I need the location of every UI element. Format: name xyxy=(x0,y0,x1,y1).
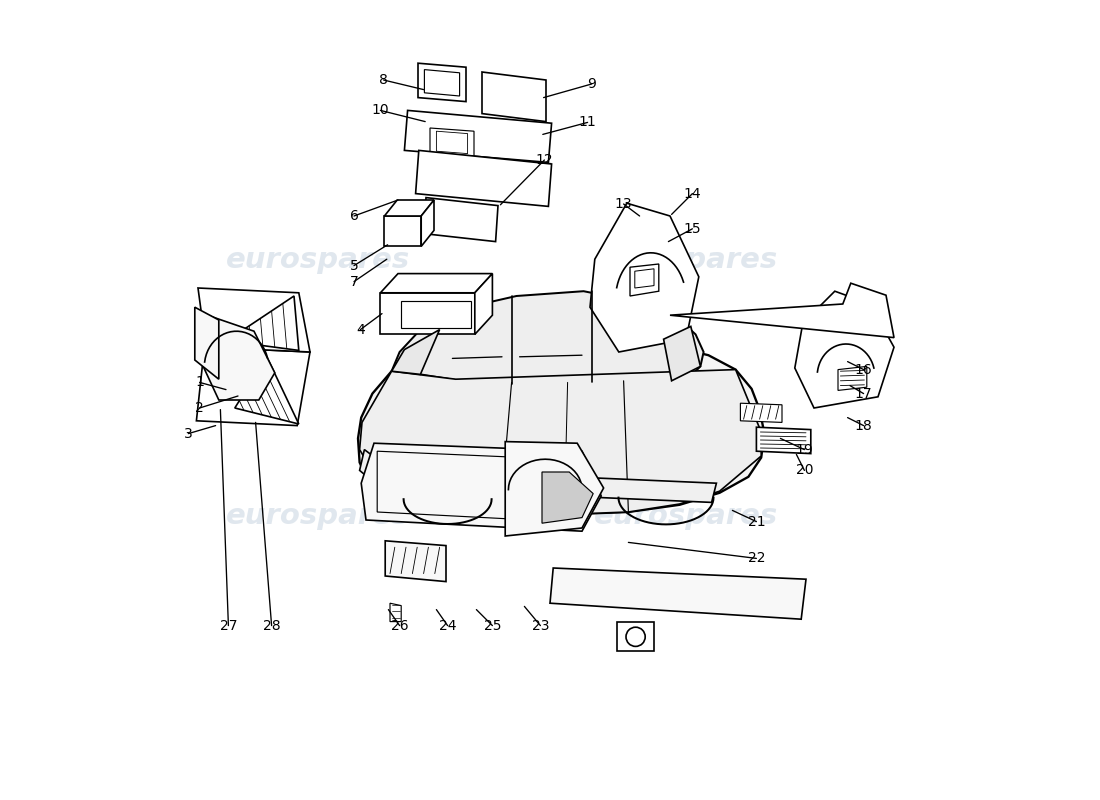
Text: 9: 9 xyxy=(587,77,596,91)
Polygon shape xyxy=(740,403,782,422)
Polygon shape xyxy=(195,307,219,379)
Polygon shape xyxy=(617,622,654,651)
Polygon shape xyxy=(384,216,421,246)
Text: 21: 21 xyxy=(748,514,766,529)
Polygon shape xyxy=(418,63,466,102)
Polygon shape xyxy=(550,568,806,619)
Polygon shape xyxy=(392,330,440,374)
Polygon shape xyxy=(197,347,310,426)
Text: 23: 23 xyxy=(531,618,549,633)
Text: 11: 11 xyxy=(579,115,596,130)
Polygon shape xyxy=(360,370,761,514)
Polygon shape xyxy=(390,603,402,622)
Polygon shape xyxy=(358,339,764,514)
Text: 1: 1 xyxy=(195,375,204,390)
Polygon shape xyxy=(505,442,604,536)
Polygon shape xyxy=(227,296,299,350)
Text: 19: 19 xyxy=(795,442,813,457)
Polygon shape xyxy=(630,264,659,296)
Text: 13: 13 xyxy=(615,197,632,211)
Polygon shape xyxy=(421,200,434,246)
Text: 3: 3 xyxy=(184,426,192,441)
Text: 17: 17 xyxy=(855,386,872,401)
Text: 6: 6 xyxy=(350,209,359,223)
Polygon shape xyxy=(670,283,894,338)
Text: 28: 28 xyxy=(263,618,280,633)
Text: 18: 18 xyxy=(855,418,872,433)
Polygon shape xyxy=(542,472,593,523)
Text: eurospares: eurospares xyxy=(594,502,778,530)
Text: 5: 5 xyxy=(350,258,359,273)
Polygon shape xyxy=(795,291,894,408)
Polygon shape xyxy=(405,110,551,162)
Polygon shape xyxy=(757,427,811,454)
Polygon shape xyxy=(475,274,493,334)
Text: 8: 8 xyxy=(379,73,388,87)
Text: 12: 12 xyxy=(536,153,553,167)
Polygon shape xyxy=(424,198,498,242)
Polygon shape xyxy=(663,326,701,381)
Text: 10: 10 xyxy=(372,103,389,118)
Text: 4: 4 xyxy=(356,322,365,337)
Text: 2: 2 xyxy=(195,401,204,415)
Polygon shape xyxy=(384,200,434,216)
Polygon shape xyxy=(198,288,310,352)
Polygon shape xyxy=(590,203,698,352)
Polygon shape xyxy=(360,450,450,506)
Polygon shape xyxy=(381,293,475,334)
Polygon shape xyxy=(361,443,602,531)
Text: 14: 14 xyxy=(683,186,701,201)
Polygon shape xyxy=(381,274,493,293)
Polygon shape xyxy=(392,291,704,384)
Text: 22: 22 xyxy=(748,551,766,566)
Text: 25: 25 xyxy=(484,618,502,633)
Text: 15: 15 xyxy=(683,222,701,236)
Polygon shape xyxy=(416,150,551,206)
Polygon shape xyxy=(198,312,275,400)
Text: eurospares: eurospares xyxy=(594,246,778,274)
Polygon shape xyxy=(482,72,546,122)
Text: 20: 20 xyxy=(795,463,813,478)
Text: 16: 16 xyxy=(855,362,872,377)
Text: 7: 7 xyxy=(350,274,359,289)
Polygon shape xyxy=(234,357,299,424)
Polygon shape xyxy=(381,469,716,502)
Polygon shape xyxy=(838,366,867,390)
Text: 27: 27 xyxy=(220,618,238,633)
Text: 24: 24 xyxy=(439,618,456,633)
Text: eurospares: eurospares xyxy=(226,502,410,530)
Text: eurospares: eurospares xyxy=(226,246,410,274)
Polygon shape xyxy=(385,541,446,582)
Text: 26: 26 xyxy=(390,618,408,633)
